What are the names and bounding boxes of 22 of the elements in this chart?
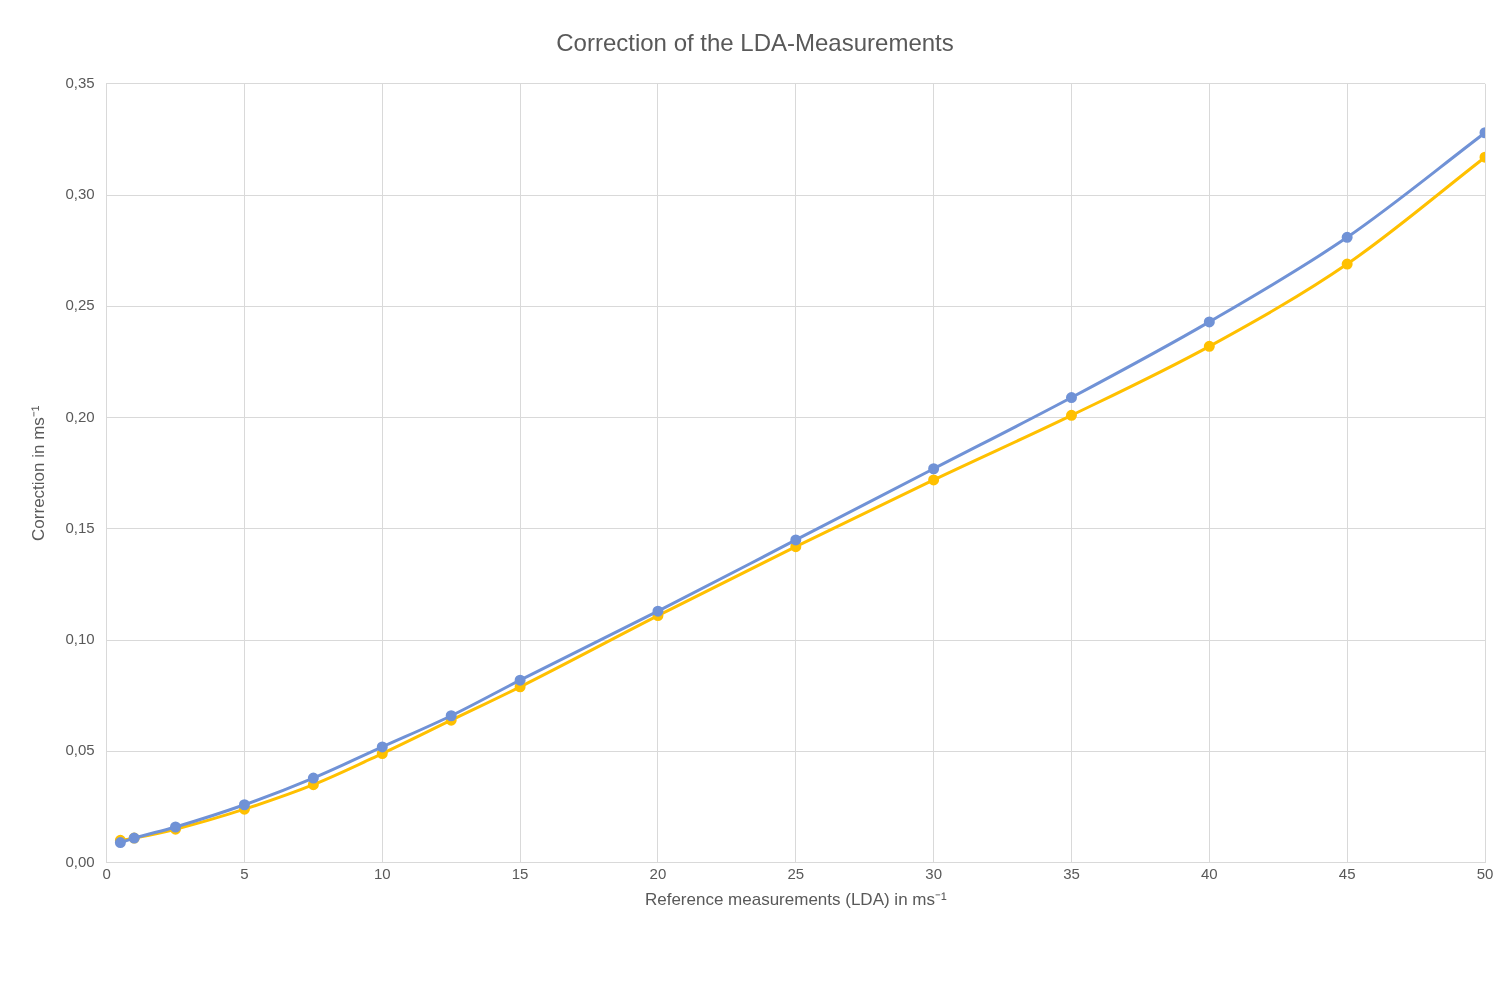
x-tick-label: 30 [925,864,942,882]
y-tick-label: 0,15 [65,518,95,536]
y-tick-label: 0,35 [65,73,95,91]
y-tick-label: 0,30 [65,185,95,203]
x-tick-label: 0 [102,864,111,882]
x-tick-label: 10 [373,864,391,882]
x-tick-label: 20 [649,864,667,882]
x-tick-label: 35 [1063,864,1080,882]
x-tick-label: 25 [787,864,805,882]
chart-title: Correction of the LDA-Measurements [556,29,954,57]
y-axis-title: Correction in ms⁻¹ [28,405,48,541]
y-tick-label: 0,00 [65,852,95,870]
x-tick-label: 15 [511,864,529,882]
y-tick-label: 0,20 [65,407,95,425]
x-tick-label: 45 [1338,864,1356,882]
x-tick-label: 50 [1476,864,1494,882]
x-tick-label: 5 [240,864,249,882]
x-axis-title: Reference measurements (LDA) in ms⁻¹ [644,890,947,910]
y-tick-label: 0,05 [65,741,95,759]
y-tick-label: 0,10 [65,630,95,648]
y-tick-label: 0,25 [65,296,95,314]
x-tick-label: 40 [1200,864,1218,882]
